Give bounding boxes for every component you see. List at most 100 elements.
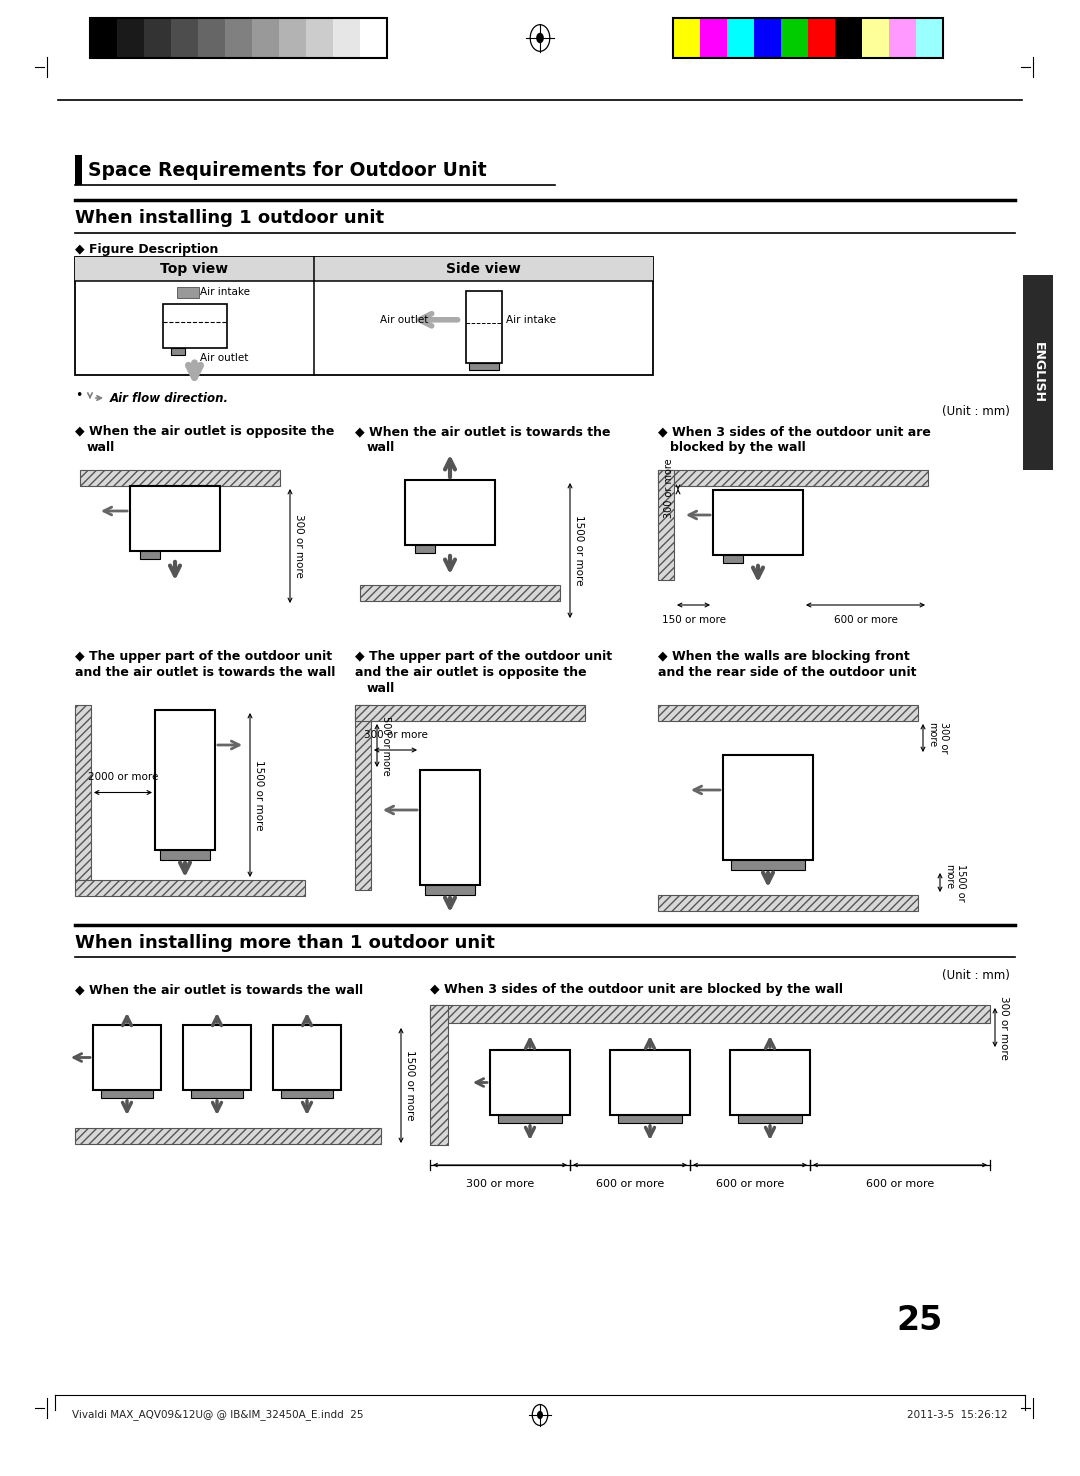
Text: When installing 1 outdoor unit: When installing 1 outdoor unit xyxy=(75,210,384,227)
Bar xyxy=(117,18,144,58)
Bar xyxy=(93,1024,161,1089)
Text: Air outlet: Air outlet xyxy=(380,314,429,325)
Bar xyxy=(781,18,808,58)
Bar xyxy=(658,894,918,911)
Bar xyxy=(90,18,117,58)
Text: When installing more than 1 outdoor unit: When installing more than 1 outdoor unit xyxy=(75,934,495,952)
Ellipse shape xyxy=(536,32,544,43)
Bar xyxy=(469,363,499,370)
Text: 1500 or
more: 1500 or more xyxy=(944,863,966,902)
Text: blocked by the wall: blocked by the wall xyxy=(670,441,806,455)
Bar xyxy=(171,348,185,356)
Bar xyxy=(420,770,480,886)
Bar xyxy=(144,18,171,58)
Text: wall: wall xyxy=(87,441,116,455)
Bar xyxy=(156,710,215,850)
Text: ◆ When 3 sides of the outdoor unit are blocked by the wall: ◆ When 3 sides of the outdoor unit are b… xyxy=(430,983,843,996)
Text: ENGLISH: ENGLISH xyxy=(1031,342,1044,403)
Bar xyxy=(183,1024,251,1089)
Text: 600 or more: 600 or more xyxy=(834,615,897,624)
Bar xyxy=(75,257,653,280)
Text: 600 or more: 600 or more xyxy=(866,1179,934,1190)
Text: 1500 or more: 1500 or more xyxy=(573,515,584,586)
Text: Top view: Top view xyxy=(161,263,229,276)
Bar xyxy=(360,584,561,601)
Text: wall: wall xyxy=(367,682,395,695)
Text: ◆ The upper part of the outdoor unit: ◆ The upper part of the outdoor unit xyxy=(75,649,333,663)
Bar xyxy=(713,490,804,555)
Text: and the air outlet is towards the wall: and the air outlet is towards the wall xyxy=(75,666,336,679)
Text: and the rear side of the outdoor unit: and the rear side of the outdoor unit xyxy=(658,666,917,679)
Bar xyxy=(90,18,387,58)
Text: 1500 or more: 1500 or more xyxy=(405,1051,415,1120)
Bar xyxy=(727,18,754,58)
Bar xyxy=(862,18,889,58)
Text: ◆ When the air outlet is opposite the: ◆ When the air outlet is opposite the xyxy=(75,425,335,438)
Text: 2000 or more: 2000 or more xyxy=(87,772,158,782)
Bar xyxy=(808,18,835,58)
Bar xyxy=(75,706,91,880)
Text: 2011-3-5  15:26:12: 2011-3-5 15:26:12 xyxy=(907,1410,1008,1420)
Text: 300 or more: 300 or more xyxy=(999,996,1009,1060)
Bar xyxy=(610,1049,690,1114)
Text: 1500 or more: 1500 or more xyxy=(254,760,264,830)
Bar xyxy=(281,1089,333,1098)
Text: ◆ When the air outlet is towards the: ◆ When the air outlet is towards the xyxy=(355,425,610,438)
Text: Air outlet: Air outlet xyxy=(200,353,248,363)
Bar xyxy=(171,18,198,58)
Text: Side view: Side view xyxy=(446,263,521,276)
Bar xyxy=(355,706,372,890)
Text: Air flow direction.: Air flow direction. xyxy=(110,391,229,404)
Bar xyxy=(191,1089,243,1098)
Text: ◆ The upper part of the outdoor unit: ◆ The upper part of the outdoor unit xyxy=(355,649,612,663)
Bar xyxy=(252,18,279,58)
Bar xyxy=(279,18,306,58)
Text: ◆ When 3 sides of the outdoor unit are: ◆ When 3 sides of the outdoor unit are xyxy=(658,425,931,438)
Bar xyxy=(102,1089,153,1098)
Text: 500 or more: 500 or more xyxy=(381,716,391,775)
Bar xyxy=(754,18,781,58)
Text: 300 or
more: 300 or more xyxy=(927,722,948,754)
Bar xyxy=(80,469,280,486)
Bar xyxy=(889,18,916,58)
Bar xyxy=(75,880,305,896)
Bar xyxy=(430,1005,990,1023)
Bar xyxy=(130,486,220,551)
Bar xyxy=(916,18,943,58)
Bar xyxy=(618,1114,681,1123)
Bar xyxy=(333,18,360,58)
Bar xyxy=(465,291,501,363)
Text: 300 or more: 300 or more xyxy=(294,514,303,579)
Bar xyxy=(498,1114,562,1123)
Bar xyxy=(430,1005,448,1145)
Bar xyxy=(658,706,918,720)
Bar xyxy=(673,18,700,58)
Bar xyxy=(75,257,653,375)
Text: (Unit : mm): (Unit : mm) xyxy=(942,968,1010,982)
Bar xyxy=(658,469,928,486)
Bar xyxy=(730,1049,810,1114)
Bar xyxy=(490,1049,570,1114)
Text: Air intake: Air intake xyxy=(201,286,251,297)
Text: 25: 25 xyxy=(896,1303,943,1336)
Bar xyxy=(415,545,435,554)
Bar xyxy=(225,18,252,58)
Bar xyxy=(140,551,160,559)
Bar xyxy=(658,469,674,580)
Text: 300 or more: 300 or more xyxy=(364,731,428,739)
Bar xyxy=(273,1024,341,1089)
Bar xyxy=(360,18,387,58)
Text: Space Requirements for Outdoor Unit: Space Requirements for Outdoor Unit xyxy=(87,161,487,180)
Text: 300 or more: 300 or more xyxy=(465,1179,535,1190)
Bar xyxy=(723,555,743,562)
Bar xyxy=(673,18,943,58)
Bar xyxy=(731,861,805,869)
Bar xyxy=(306,18,333,58)
Bar xyxy=(160,850,210,861)
Bar xyxy=(198,18,225,58)
Text: 300 or more: 300 or more xyxy=(664,458,674,518)
Bar xyxy=(700,18,727,58)
Bar xyxy=(75,1128,381,1144)
Bar xyxy=(738,1114,802,1123)
Text: Air intake: Air intake xyxy=(507,314,556,325)
